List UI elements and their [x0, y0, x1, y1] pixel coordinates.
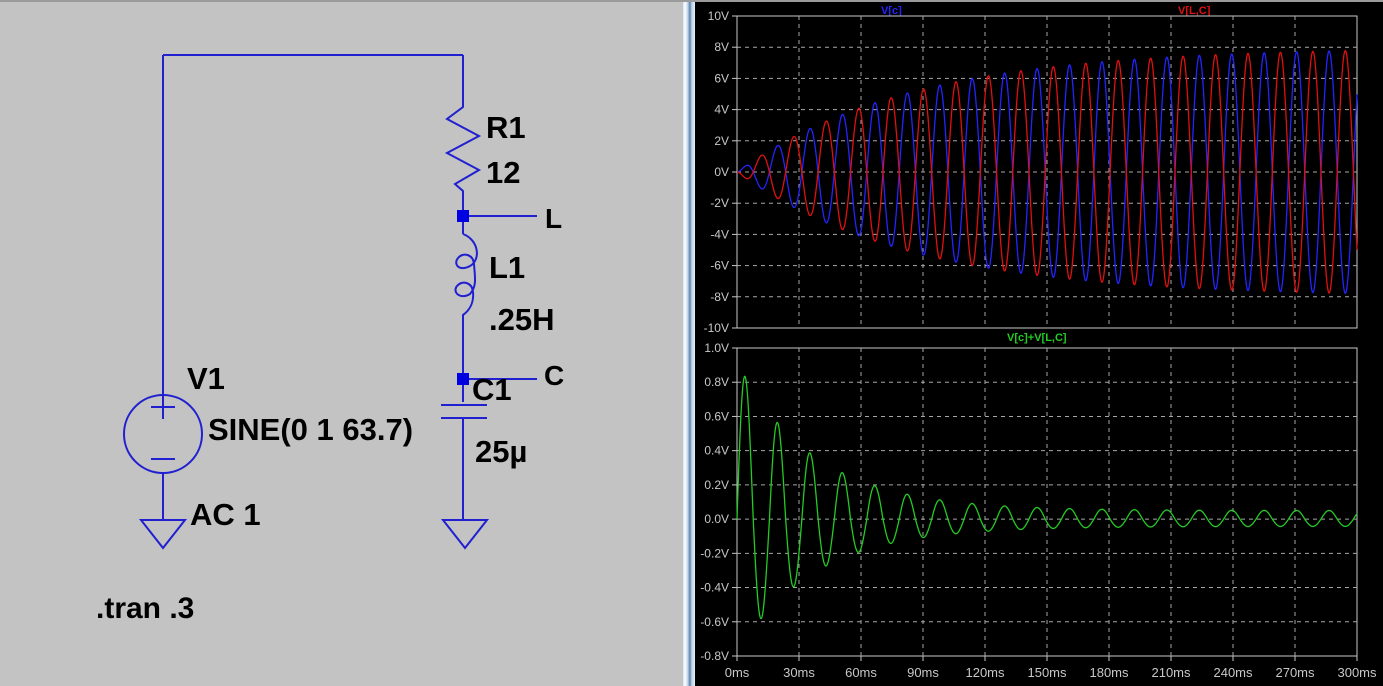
y-axis-tick-label: -6V	[710, 259, 729, 273]
component-label-r1-ref[interactable]: R1	[486, 110, 526, 145]
y-axis-tick-label: 0.4V	[704, 444, 729, 458]
pane-splitter[interactable]	[683, 0, 695, 686]
component-label-v1-ac[interactable]: AC 1	[190, 497, 261, 532]
x-axis-tick-label: 180ms	[1089, 665, 1129, 680]
y-axis-tick-label: 2V	[714, 134, 729, 148]
component-label-r1-value[interactable]: 12	[486, 155, 521, 190]
y-axis-tick-label: -0.4V	[700, 581, 729, 595]
y-axis-tick-label: 0V	[714, 165, 729, 179]
x-axis-tick-label: 60ms	[845, 665, 877, 680]
net-label-l[interactable]: L	[545, 203, 563, 234]
y-axis-tick-label: 6V	[714, 71, 729, 85]
y-axis-tick-label: -0.2V	[700, 546, 729, 560]
y-axis-tick-label: -0.6V	[700, 615, 729, 629]
component-label-l1-ref[interactable]: L1	[489, 250, 526, 285]
x-axis-tick-label: 150ms	[1027, 665, 1067, 680]
net-label-c[interactable]: C	[544, 360, 565, 391]
y-axis-tick-label: 0.8V	[704, 375, 729, 389]
y-axis-tick-label: -8V	[710, 290, 729, 304]
y-axis-tick-label: 0.6V	[704, 409, 729, 423]
legend-label-sum[interactable]: V[c]+V[L,C]	[1007, 332, 1067, 344]
y-axis-tick-label: 4V	[714, 103, 729, 117]
resistor-r1-symbol	[444, 103, 482, 214]
waveform-viewer-pane[interactable]: V[c] V[L,C] 10V 8V 6V 4V 2V 0V -2V -4V -6V -8V -10…	[695, 0, 1383, 686]
y-axis-tick-label: -0.8V	[700, 649, 729, 663]
component-label-l1-value[interactable]: .25H	[489, 302, 555, 337]
schematic-drawing[interactable]	[0, 2, 683, 686]
x-axis-tick-label: 90ms	[907, 665, 939, 680]
legend-label-vlc[interactable]: V[L,C]	[1178, 5, 1211, 17]
x-axis-tick-label: 240ms	[1213, 665, 1253, 680]
ground-symbol-right	[440, 519, 490, 550]
component-label-c1-ref[interactable]: C1	[472, 372, 512, 407]
component-label-v1-value[interactable]: SINE(0 1 63.7)	[208, 412, 414, 447]
component-label-v1-ref[interactable]: V1	[187, 361, 225, 396]
x-axis-tick-label: 210ms	[1151, 665, 1191, 680]
y-axis-tick-label: 0.0V	[704, 512, 729, 526]
y-axis-tick-label: -2V	[710, 196, 729, 210]
y-axis-tick-label: 0.2V	[704, 478, 729, 492]
x-axis-tick-label: 300ms	[1337, 665, 1377, 680]
x-axis-tick-label: 0ms	[725, 665, 750, 680]
y-axis-tick-label: 10V	[708, 9, 729, 23]
top-plot-canvas[interactable]: 10V 8V 6V 4V 2V 0V -2V -4V -6V -8V -10V	[695, 2, 1383, 336]
legend-label-vc[interactable]: V[c]	[881, 5, 902, 17]
y-axis-tick-label: -4V	[710, 227, 729, 241]
inductor-l1-symbol	[454, 233, 478, 334]
ground-symbol-left	[138, 519, 188, 550]
y-axis-tick-label: 8V	[714, 40, 729, 54]
junction-dot-node-l	[457, 210, 469, 222]
x-axis-tick-label: 120ms	[965, 665, 1005, 680]
waveform-trace[interactable]	[737, 50, 1358, 294]
waveform-trace[interactable]	[737, 50, 1358, 294]
waveform-trace[interactable]	[736, 375, 1358, 620]
schematic-editor-pane[interactable]: R1 12 L L1 .25H C1 C 25µ V1 SINE(0 1 63.…	[0, 0, 683, 686]
bottom-plot-canvas[interactable]: 1.0V 0.8V 0.6V 0.4V 0.2V 0.0V -0.2V -0.4V -0.6V -…	[695, 336, 1383, 686]
spice-directive-tran[interactable]: .tran .3	[96, 592, 195, 625]
y-axis-tick-label: 1.0V	[704, 341, 729, 355]
x-axis-tick-label: 270ms	[1275, 665, 1315, 680]
component-label-c1-value[interactable]: 25µ	[475, 434, 528, 469]
junction-dot-node-c	[457, 373, 469, 385]
x-axis-tick-label: 30ms	[783, 665, 815, 680]
y-axis-tick-label: -10V	[704, 321, 729, 335]
